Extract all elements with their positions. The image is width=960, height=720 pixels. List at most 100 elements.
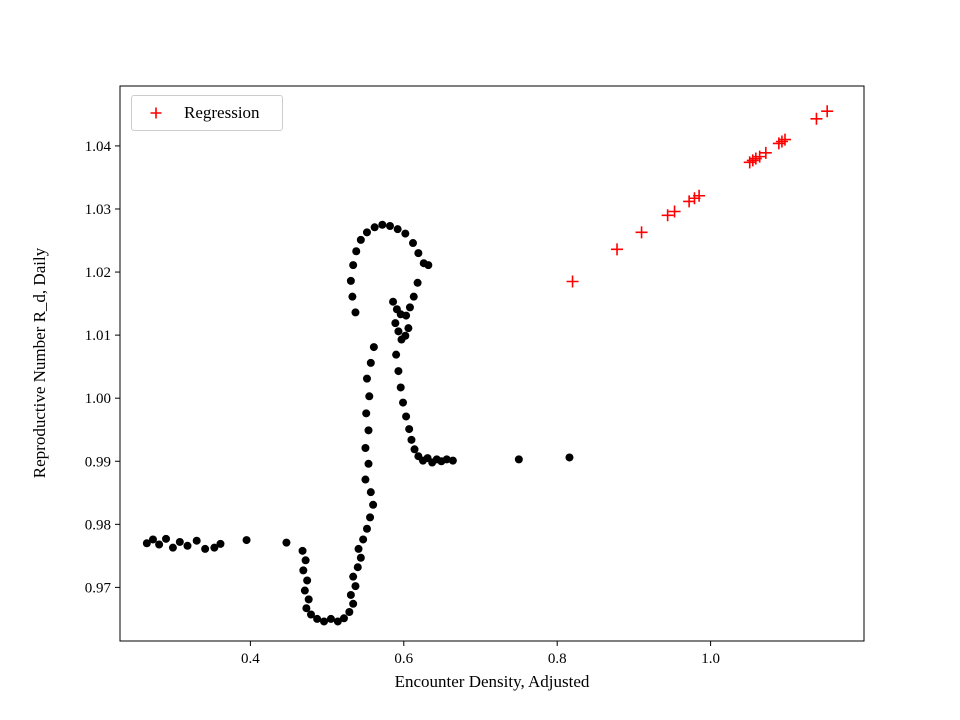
point-daily-observations	[405, 303, 414, 312]
point-daily-observations	[396, 310, 405, 319]
point-daily-observations	[362, 409, 371, 418]
point-daily-observations	[351, 582, 360, 591]
point-daily-observations	[392, 350, 401, 359]
point-daily-observations	[298, 546, 307, 555]
point-daily-observations	[565, 453, 574, 462]
point-daily-observations	[362, 374, 371, 383]
point-regression	[759, 146, 772, 159]
point-daily-observations	[370, 223, 379, 232]
point-daily-observations	[162, 534, 171, 543]
point-daily-observations	[402, 412, 411, 421]
point-regression	[775, 135, 788, 148]
point-daily-observations	[175, 537, 184, 546]
point-daily-observations	[201, 544, 210, 553]
point-daily-observations	[359, 535, 368, 544]
point-daily-observations	[404, 324, 413, 333]
point-daily-observations	[378, 220, 387, 229]
point-daily-observations	[155, 540, 164, 549]
point-daily-observations	[365, 392, 374, 401]
point-daily-observations	[142, 539, 151, 548]
point-daily-observations	[282, 538, 291, 547]
y-tick-label: 1.04	[85, 139, 112, 155]
point-regression	[683, 195, 696, 208]
point-daily-observations	[349, 261, 358, 270]
point-daily-observations	[301, 556, 310, 565]
point-daily-observations	[320, 617, 329, 626]
point-daily-observations	[396, 383, 405, 392]
y-tick-label: 1.01	[85, 328, 111, 344]
x-tick-label: 0.6	[394, 651, 413, 667]
point-daily-observations	[361, 475, 370, 484]
point-daily-observations	[514, 455, 523, 464]
point-daily-observations	[345, 607, 354, 616]
point-daily-observations	[303, 576, 312, 585]
point-daily-observations	[353, 563, 362, 572]
point-regression	[668, 205, 681, 218]
point-daily-observations	[362, 228, 371, 237]
point-regression	[611, 243, 624, 256]
point-regression	[810, 112, 823, 125]
point-daily-observations	[369, 343, 378, 352]
point-daily-observations	[346, 590, 355, 599]
point-daily-observations	[410, 445, 419, 454]
point-daily-observations	[349, 572, 358, 581]
point-daily-observations	[413, 278, 422, 287]
point-daily-observations	[364, 426, 373, 435]
point-daily-observations	[304, 595, 313, 604]
point-daily-observations	[362, 524, 371, 533]
point-daily-observations	[366, 513, 375, 522]
point-regression	[746, 154, 759, 167]
point-daily-observations	[414, 249, 423, 258]
point-regression	[661, 209, 674, 222]
point-daily-observations	[242, 536, 251, 545]
point-daily-observations	[369, 500, 378, 509]
point-daily-observations	[216, 539, 225, 548]
regression-plus-icon	[150, 107, 162, 119]
point-daily-observations	[210, 543, 219, 552]
point-daily-observations	[168, 543, 177, 552]
point-daily-observations	[409, 292, 418, 301]
point-daily-observations	[183, 541, 192, 550]
x-tick-label: 1.0	[701, 651, 720, 667]
point-daily-observations	[424, 261, 433, 270]
point-daily-observations	[394, 327, 403, 336]
point-daily-observations	[366, 488, 375, 497]
point-daily-observations	[399, 398, 408, 407]
x-tick-label: 0.4	[241, 651, 260, 667]
point-daily-observations	[346, 276, 355, 285]
point-daily-observations	[442, 455, 451, 464]
point-daily-observations	[192, 536, 201, 545]
point-daily-observations	[391, 319, 400, 328]
point-daily-observations	[148, 535, 157, 544]
point-daily-observations	[364, 459, 373, 468]
y-tick-label: 1.00	[85, 391, 111, 407]
point-daily-observations	[302, 604, 311, 613]
point-regression	[821, 105, 834, 118]
y-tick-label: 0.97	[85, 580, 112, 596]
y-tick-label: 0.98	[85, 517, 111, 533]
point-daily-observations	[313, 614, 322, 623]
point-daily-observations	[352, 247, 361, 256]
point-daily-observations	[354, 544, 363, 553]
point-daily-observations	[356, 553, 365, 562]
x-axis-label: Encounter Density, Adjusted	[394, 672, 590, 691]
point-regression	[778, 133, 791, 146]
point-daily-observations	[394, 367, 403, 376]
point-daily-observations	[385, 222, 394, 231]
y-axis-label: Reproductive Number R_d, Daily	[30, 247, 49, 479]
point-daily-observations	[333, 617, 342, 626]
point-daily-observations	[300, 586, 309, 595]
point-daily-observations	[351, 308, 360, 317]
point-daily-observations	[339, 614, 348, 623]
point-daily-observations	[349, 599, 358, 608]
point-daily-observations	[408, 239, 417, 248]
point-daily-observations	[448, 456, 457, 465]
plot-frame	[119, 85, 865, 642]
point-daily-observations	[326, 614, 335, 623]
point-daily-observations	[361, 444, 370, 453]
point-daily-observations	[348, 292, 357, 301]
point-regression	[743, 156, 756, 169]
legend-label-regression: Regression	[184, 103, 260, 122]
